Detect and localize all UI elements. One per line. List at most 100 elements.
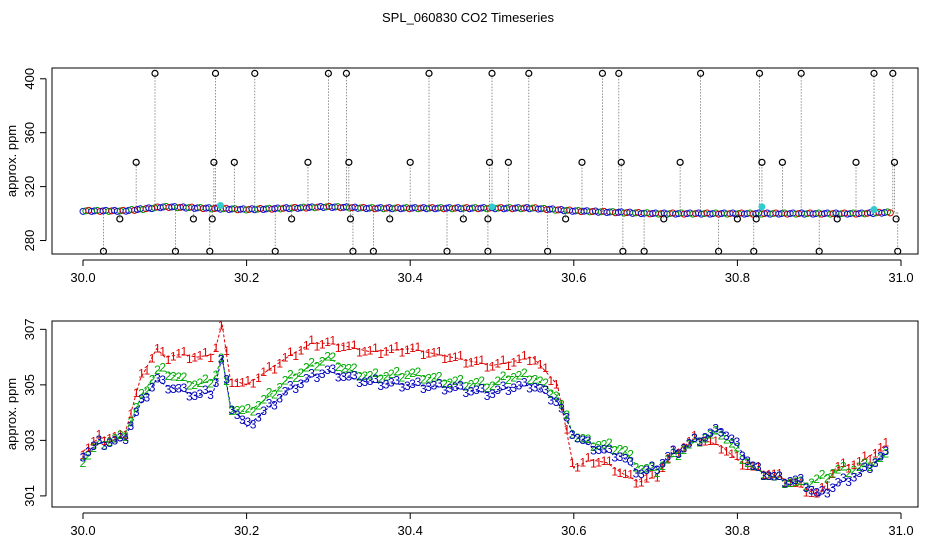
series-2-glyph: 2 — [213, 368, 220, 382]
series-1-glyph: 1 — [80, 448, 87, 462]
series-3-glyph: 3 — [154, 372, 161, 386]
series-1-glyph: 1 — [314, 340, 321, 354]
series-1-glyph: 1 — [181, 344, 188, 358]
series-3-glyph: 3 — [346, 369, 353, 383]
series-1-glyph: 1 — [835, 459, 842, 473]
series-3-glyph: 3 — [718, 426, 725, 440]
series-1-glyph: 1 — [393, 339, 400, 353]
series-3-glyph: 3 — [303, 372, 310, 386]
series-3-glyph: 3 — [675, 447, 682, 461]
series-3-glyph: 3 — [431, 378, 438, 392]
series-2-glyph: 2 — [175, 370, 182, 384]
series-1-glyph: 1 — [617, 466, 624, 480]
series-3-glyph: 3 — [186, 390, 193, 404]
top-y-tick-label: 400 — [22, 68, 37, 90]
outlier-point — [208, 215, 216, 223]
series-1-glyph: 1 — [431, 345, 438, 359]
series-3-glyph: 3 — [808, 483, 815, 497]
series-1-glyph: 1 — [845, 462, 852, 476]
series-1-glyph: 1 — [824, 478, 831, 492]
series-1-glyph: 1 — [595, 455, 602, 469]
series-2-glyph: 2 — [564, 408, 571, 422]
top-x-tick-label: 30.0 — [70, 270, 95, 285]
series-1-glyph: 1 — [473, 354, 480, 368]
series-3-glyph: 3 — [601, 443, 608, 457]
series-1-glyph: 1 — [415, 340, 422, 354]
series-1-glyph: 1 — [728, 447, 735, 461]
series-2-glyph: 2 — [654, 466, 661, 480]
outlier-point — [189, 215, 198, 223]
series-1-glyph: 1 — [500, 353, 507, 367]
series-1-glyph: 1 — [112, 429, 119, 443]
series-1-glyph: 1 — [229, 376, 236, 390]
series-2-glyph: 2 — [622, 444, 629, 458]
outlier-point — [640, 247, 648, 255]
series-3-glyph: 3 — [223, 373, 230, 387]
series-3-glyph: 3 — [298, 377, 305, 391]
outlier-point — [544, 247, 552, 255]
series-2-glyph: 2 — [117, 428, 124, 442]
series-2-glyph: 2 — [468, 378, 475, 392]
series-1-glyph: 1 — [383, 345, 390, 359]
series-3-glyph: 3 — [447, 382, 454, 396]
top-x-tick-label: 30.8 — [725, 270, 750, 285]
series-2-glyph: 2 — [244, 401, 251, 415]
series-2-glyph: 2 — [611, 444, 618, 458]
outlier-point — [815, 247, 823, 255]
series-1-glyph: 1 — [457, 349, 464, 363]
series-2-glyph: 2 — [782, 477, 789, 491]
series-1-glyph: 1 — [792, 476, 799, 490]
outlier-point — [116, 215, 124, 223]
series-1-glyph: 1 — [122, 428, 129, 442]
series-1-glyph: 1 — [813, 487, 820, 501]
series-2-glyph: 2 — [457, 372, 464, 386]
series-3-glyph: 3 — [367, 374, 374, 388]
series-3-glyph: 3 — [867, 462, 874, 476]
series-2-glyph: 2 — [548, 387, 555, 401]
series-2-glyph: 2 — [260, 393, 267, 407]
bottom-panel: 1111111111111111111111111111111111111111… — [4, 318, 919, 538]
series-1-glyph: 1 — [478, 353, 485, 367]
series-1-glyph: 1 — [526, 354, 533, 368]
series-2-glyph: 2 — [351, 361, 358, 375]
bottom-plot-frame — [51, 320, 919, 508]
top-x-axis: 30.0 30.2 30.4 30.6 30.8 31.0 — [70, 259, 914, 285]
outlier-point — [894, 247, 902, 255]
series-2-glyph: 2 — [659, 459, 666, 473]
series-3-glyph: 3 — [766, 469, 773, 483]
series-1-glyph: 1 — [840, 456, 847, 470]
series-3-glyph: 3 — [80, 451, 87, 465]
series-3-glyph: 3 — [207, 388, 214, 402]
series-1-glyph: 1 — [723, 445, 730, 459]
series-3-glyph: 3 — [292, 382, 299, 396]
series-2-glyph: 2 — [441, 377, 448, 391]
series-2-glyph: 2 — [388, 367, 395, 381]
series-1-glyph: 1 — [223, 344, 230, 358]
outlier-point — [484, 247, 492, 255]
series-3-glyph: 3 — [702, 431, 709, 445]
series-1-glyph: 1 — [234, 376, 241, 390]
outlier-point — [615, 69, 623, 77]
series-1-glyph: 1 — [260, 365, 267, 379]
outlier-point — [349, 247, 357, 255]
top-x-tick-label: 31.0 — [888, 270, 913, 285]
series-2-glyph: 2 — [872, 455, 879, 469]
series-2-glyph: 2 — [803, 480, 810, 494]
outlier-point — [459, 215, 467, 223]
series-2-glyph: 2 — [478, 374, 485, 388]
outlier-point — [406, 158, 414, 166]
series-2-glyph: 2 — [85, 449, 92, 463]
series-1-glyph: 1 — [819, 481, 826, 495]
outlier-point — [617, 158, 625, 166]
bottom-x-tick-label: 30.0 — [70, 523, 95, 538]
series-3-glyph: 3 — [473, 383, 480, 397]
series-2-glyph: 2 — [96, 433, 103, 447]
series-2-glyph: 2 — [197, 376, 204, 390]
series-2-glyph: 2 — [415, 365, 422, 379]
outlier-point — [562, 215, 570, 223]
series-3-glyph: 3 — [553, 395, 560, 409]
series-2-glyph: 2 — [840, 460, 847, 474]
series-2-glyph: 2 — [505, 373, 512, 387]
series-1-glyph: 1 — [298, 344, 305, 358]
series-2-glyph: 2 — [585, 432, 592, 446]
